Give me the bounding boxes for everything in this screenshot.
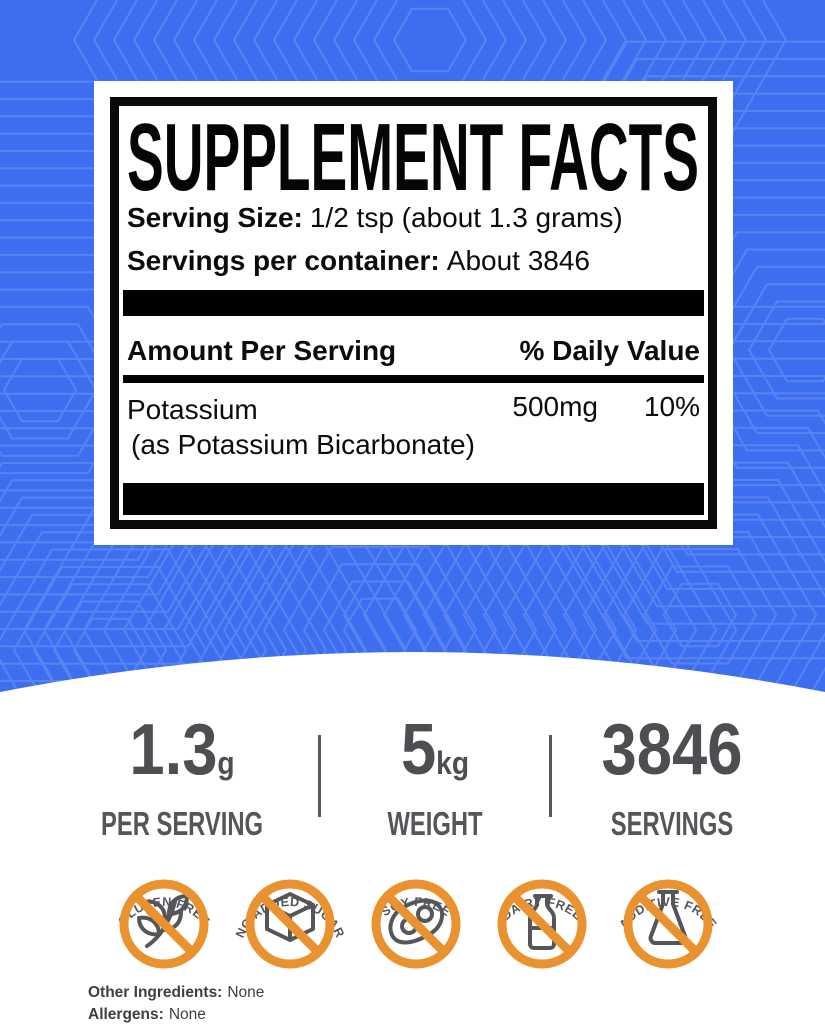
nutrient-row: Potassium 500mg 10%	[127, 391, 700, 427]
servings-per-container-row: Servings per container: About 3846	[127, 239, 700, 282]
stat-divider	[318, 735, 321, 817]
stat-servings: 3846 SERVINGS	[552, 712, 792, 840]
prohibition-icon	[497, 879, 587, 969]
serving-size-value: 1/2 tsp (about 1.3 grams)	[309, 202, 623, 233]
supplement-facts-panel: SUPPLEMENT FACTS Serving Size: 1/2 tsp (a…	[94, 81, 733, 545]
badge-gluten-free: GLUTEN FREE	[115, 879, 212, 969]
badge-soy-free: SOY FREE	[371, 879, 461, 969]
prohibition-icon	[371, 879, 461, 969]
badge-additive-free: ADDITIVE FREE	[616, 879, 719, 969]
prohibition-icon	[245, 879, 335, 969]
free-from-badges: GLUTEN FREE NO ADDED SUGAR	[103, 846, 733, 972]
nutrient-source: (as Potassium Bicarbonate)	[131, 429, 475, 460]
panel-title: SUPPLEMENT FACTS	[127, 112, 699, 196]
stat-unit: kg	[436, 745, 470, 781]
stat-per-serving-value: 1.3g	[62, 712, 301, 801]
allergens-label: Allergens:	[88, 1006, 164, 1023]
badge-no-added-sugar: NO ADDED SUGAR	[233, 879, 347, 969]
stat-unit: g	[217, 745, 235, 781]
amount-per-serving-header: Amount Per Serving	[127, 335, 397, 366]
other-ingredients-value: None	[227, 984, 265, 1001]
stat-number: 3846	[601, 710, 743, 790]
servings-per-container-value: About 3846	[446, 245, 591, 276]
stat-number: 1.3	[129, 710, 218, 790]
panel-frame: SUPPLEMENT FACTS Serving Size: 1/2 tsp (a…	[110, 97, 717, 529]
allergens-row: Allergens: None	[88, 1004, 264, 1024]
stat-divider	[549, 735, 552, 817]
badge-dairy-free: DAIRY FREE	[497, 879, 587, 969]
stat-per-serving-label: PER SERVING	[101, 805, 263, 842]
stat-servings-value: 3846	[566, 712, 777, 801]
daily-value-header: % Daily Value	[519, 335, 700, 366]
prohibition-icon	[119, 879, 209, 969]
nutrient-name: Potassium	[127, 394, 258, 425]
stats-row: 1.3g PER SERVING 5kg WEIGHT 3846 SERVING…	[0, 712, 825, 840]
separator-bar-bottom	[123, 483, 704, 515]
sugar-cube-icon	[265, 892, 315, 942]
stat-weight-value: 5kg	[335, 712, 536, 801]
panel-title-svg: SUPPLEMENT FACTS	[127, 112, 699, 196]
nutrient-daily-value: 10%	[643, 391, 700, 422]
column-headers: Amount Per Serving % Daily Value	[127, 316, 700, 372]
stat-per-serving: 1.3g PER SERVING	[46, 712, 318, 840]
other-ingredients-row: Other Ingredients: None	[88, 982, 264, 1004]
allergens-value: None	[168, 1006, 206, 1023]
stat-weight-label: WEIGHT	[387, 805, 483, 842]
prohibition-icon	[623, 879, 713, 969]
stat-servings-label: SERVINGS	[610, 805, 734, 842]
separator-bar-thin	[123, 375, 704, 383]
separator-bar-thick	[123, 290, 704, 316]
serving-size-label: Serving Size:	[127, 202, 303, 233]
nutrient-amount: 500mg	[512, 391, 598, 422]
other-ingredients-label: Other Ingredients:	[88, 984, 223, 1001]
stat-number: 5	[400, 710, 437, 790]
servings-per-container-label: Servings per container:	[127, 245, 440, 276]
footnotes: Other Ingredients: None Allergens: None	[88, 982, 264, 1024]
stat-weight: 5kg WEIGHT	[321, 712, 549, 840]
serving-size-row: Serving Size: 1/2 tsp (about 1.3 grams)	[127, 196, 700, 239]
